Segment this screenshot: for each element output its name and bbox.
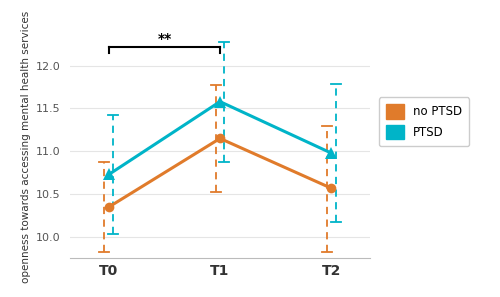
Legend: no PTSD, PTSD: no PTSD, PTSD — [379, 97, 470, 146]
Text: **: ** — [158, 32, 172, 46]
Y-axis label: openness towards accessing mental health services: openness towards accessing mental health… — [22, 11, 32, 283]
